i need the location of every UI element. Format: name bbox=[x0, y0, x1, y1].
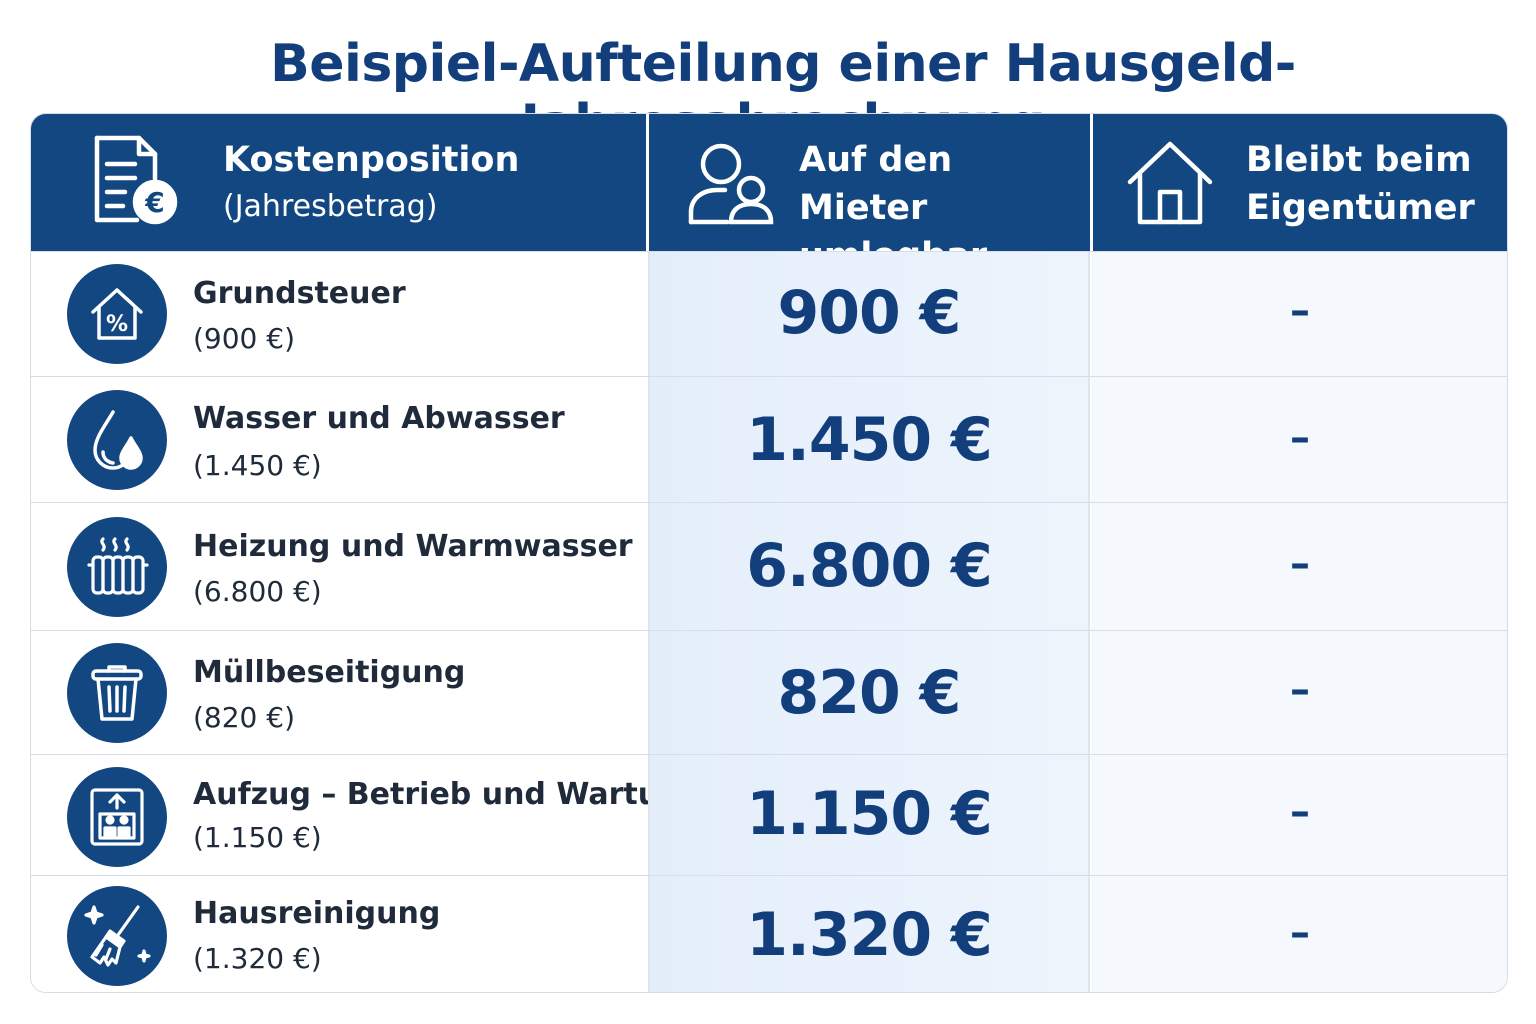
row-label: Grundsteuer bbox=[193, 276, 406, 311]
water-drops-icon bbox=[67, 390, 167, 490]
row-label: Hausreinigung bbox=[193, 896, 441, 931]
table-row: Heizung und Warmwasser (6.800 €) 6.800 €… bbox=[31, 502, 1507, 630]
header-col2-line1: Auf den Mieter bbox=[799, 140, 953, 228]
document-euro-icon: € bbox=[91, 134, 183, 230]
table-header: € Kostenposition (Jahresbetrag) Auf bbox=[31, 114, 1507, 276]
header-owner: Bleibt beim Eigentümer bbox=[1094, 114, 1507, 251]
svg-text:%: % bbox=[106, 312, 128, 337]
row-amount: (1.450 €) bbox=[193, 449, 322, 482]
radiator-icon bbox=[67, 517, 167, 617]
row-label: Aufzug – Betrieb und Wartung bbox=[193, 777, 702, 812]
table-row: Wasser und Abwasser (1.450 €) 1.450 € – bbox=[31, 376, 1507, 502]
header-col1-subtitle: (Jahresbetrag) bbox=[223, 189, 438, 224]
row-amount: (1.150 €) bbox=[193, 821, 322, 854]
row-amount: (6.800 €) bbox=[193, 575, 322, 608]
tenant-value: 1.150 € bbox=[746, 779, 992, 849]
owner-value: – bbox=[1290, 910, 1310, 956]
table-row: Aufzug – Betrieb und Wartung (1.150 €) 1… bbox=[31, 754, 1507, 875]
users-icon bbox=[687, 140, 777, 230]
svg-text:€: € bbox=[144, 186, 164, 219]
row-amount: (900 €) bbox=[193, 322, 296, 355]
tenant-value: 820 € bbox=[777, 658, 962, 728]
trash-icon bbox=[67, 643, 167, 743]
owner-value: – bbox=[1290, 415, 1310, 461]
tenant-value: 1.320 € bbox=[746, 900, 992, 970]
row-amount: (1.320 €) bbox=[193, 942, 322, 975]
row-label: Heizung und Warmwasser bbox=[193, 529, 633, 564]
tenant-value: 6.800 € bbox=[746, 531, 992, 601]
table-row: Müllbeseitigung (820 €) 820 € – bbox=[31, 630, 1507, 754]
house-icon bbox=[1126, 138, 1214, 230]
tenant-value: 1.450 € bbox=[746, 405, 992, 475]
house-percent-icon: % bbox=[67, 264, 167, 364]
header-tenant: Auf den Mieter umlegbar bbox=[649, 114, 1091, 276]
owner-value: – bbox=[1290, 288, 1310, 334]
header-col3-line1: Bleibt beim bbox=[1246, 140, 1472, 180]
elevator-icon bbox=[67, 767, 167, 867]
table-row: Hausreinigung (1.320 €) 1.320 € – bbox=[31, 875, 1507, 992]
owner-value: – bbox=[1290, 667, 1310, 713]
row-label: Wasser und Abwasser bbox=[193, 401, 565, 436]
header-col3-line2: Eigentümer bbox=[1246, 188, 1475, 228]
row-label: Müllbeseitigung bbox=[193, 655, 466, 690]
table-row: % Grundsteuer (900 €) 900 € – bbox=[31, 251, 1507, 376]
tenant-value: 900 € bbox=[777, 278, 962, 348]
row-amount: (820 €) bbox=[193, 701, 296, 734]
header-cost-position: € Kostenposition (Jahresbetrag) bbox=[31, 114, 647, 251]
broom-icon bbox=[67, 886, 167, 986]
owner-value: – bbox=[1290, 541, 1310, 587]
cost-table: € Kostenposition (Jahresbetrag) Auf bbox=[30, 113, 1508, 993]
header-col1-title: Kostenposition bbox=[223, 140, 520, 180]
owner-value: – bbox=[1290, 789, 1310, 835]
